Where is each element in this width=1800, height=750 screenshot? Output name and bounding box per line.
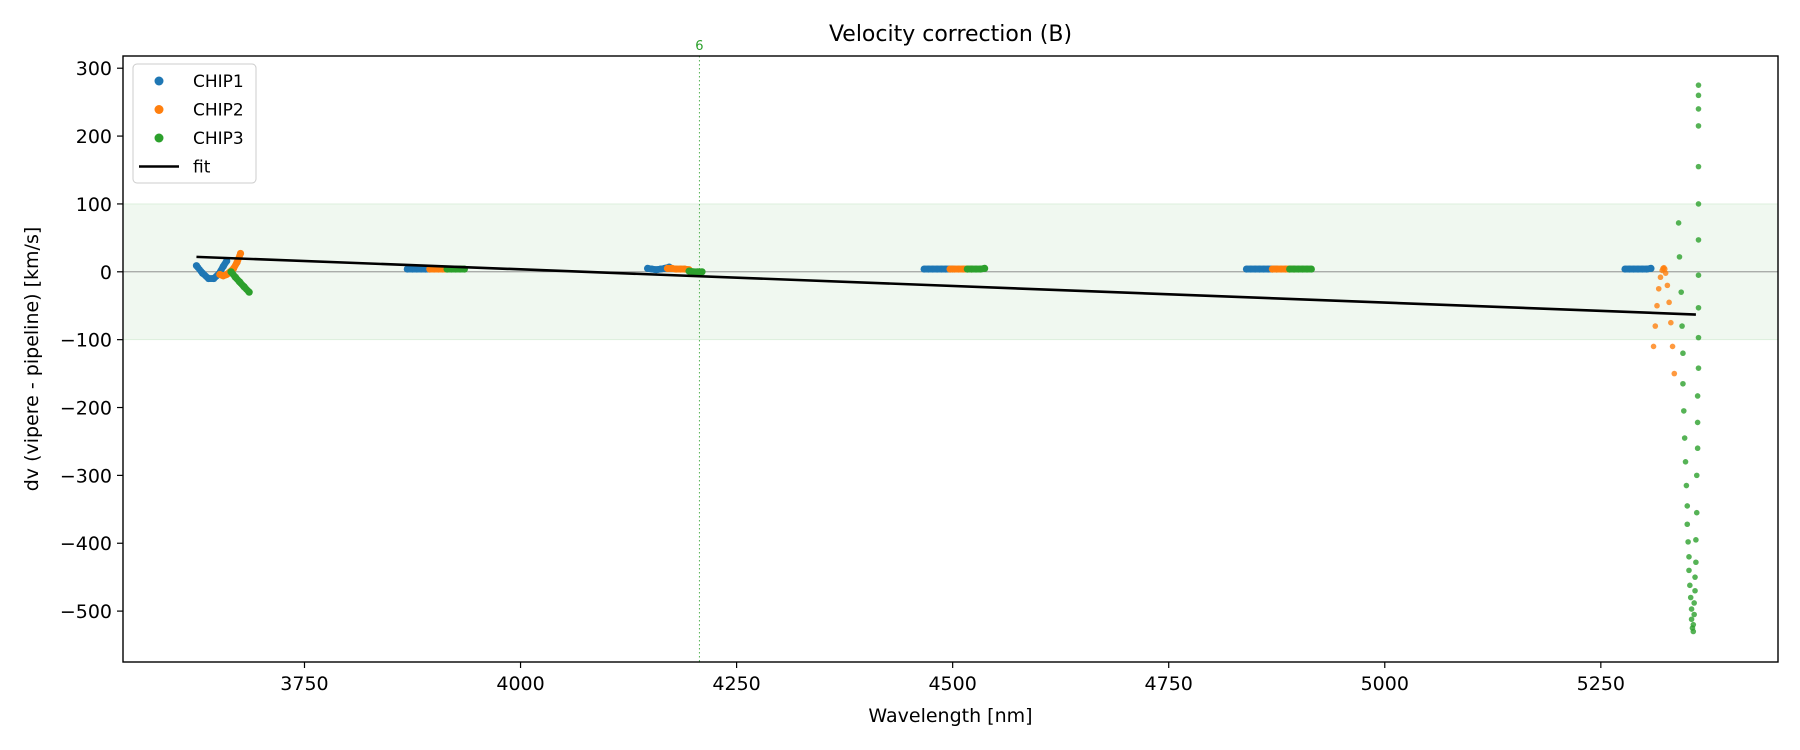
vline-label: 6 [695,39,703,54]
legend-box [132,63,257,184]
data-point-chip2 [1657,274,1664,281]
y-tick-label: −500 [60,601,112,623]
x-tick-label: 4000 [496,673,544,695]
data-point-chip2 [1669,343,1676,350]
data-point-chip2 [1662,270,1669,276]
x-axis-title: Wavelength [nm] [868,705,1032,727]
data-point-chip3 [1306,265,1314,273]
x-tick-label: 5000 [1361,673,1409,695]
data-point-chip3 [1695,365,1702,371]
data-point-chip3 [1694,419,1701,426]
data-point-chip3 [1694,445,1701,452]
data-point-chip3 [1680,408,1687,414]
data-point-chip3 [1695,201,1702,207]
data-point-chip2 [1664,282,1671,289]
data-point-chip3 [1683,482,1690,489]
data-point-chip3 [1695,82,1702,88]
data-point-chip3 [1695,106,1702,112]
legend-label: CHIP3 [193,129,244,149]
data-point-chip3 [1678,289,1685,295]
data-point-chip3 [1686,567,1692,574]
data-point-chip2 [1655,285,1662,292]
data-point-chip3 [1686,554,1692,560]
y-axis-title: dv (vipere - pipeline) [km/s] [21,227,43,492]
data-point-chip3 [1693,537,1699,543]
legend-entry-chip3: CHIP3 [154,129,244,149]
data-point-chip3 [1690,621,1697,628]
data-point-chip3 [1687,594,1694,601]
y-tick-label: −100 [60,330,112,352]
legend-entry-fit: fit [139,158,211,178]
y-tick-label: 300 [76,58,112,80]
data-point-chip2 [1666,299,1672,306]
legend-label: CHIP2 [193,101,244,121]
data-point-chip3 [1695,163,1702,170]
data-point-chip3 [1680,350,1686,357]
data-point-chip3 [1681,435,1688,441]
data-point-chip3 [1675,220,1682,226]
series-chip3 [227,82,1702,635]
data-point-chip3 [1691,600,1697,606]
fit-line [196,255,1696,316]
data-point-chip3 [1695,123,1702,129]
data-point-chip3 [1679,323,1685,329]
data-point-chip3 [1693,472,1700,479]
data-point-chip1 [222,258,230,266]
data-point-chip3 [244,287,252,295]
legend: CHIP1 CHIP2 CHIP3 fit [132,63,257,184]
data-point-chip1 [1646,265,1654,272]
data-point-chip3 [1682,459,1689,465]
data-point-chip3 [1695,272,1702,278]
y-tick-label: −200 [60,398,112,420]
data-point-chip3 [1693,559,1699,566]
data-point-chip3 [1695,237,1702,243]
legend-swatch-dot [154,105,164,114]
x-tick-label: 4250 [712,673,760,695]
legend-label: CHIP1 [193,72,244,92]
y-tick-label: 100 [76,194,112,216]
data-point-chip3 [980,265,987,272]
legend-swatch-dot [154,133,164,143]
data-point-chip3 [1693,509,1700,516]
legend-swatch-dot [154,76,164,86]
x-tick-label: 4500 [928,673,976,695]
y-tick-label: −300 [60,465,112,487]
data-point-chip3 [697,268,705,276]
plot-frame [122,55,1779,663]
legend-entry-chip1: CHIP1 [154,72,244,92]
data-point-chip3 [1684,521,1691,528]
data-point-chip3 [1688,606,1695,612]
data-point-chip3 [1691,611,1697,618]
data-point-chip3 [1688,616,1695,623]
legend-label: fit [193,158,211,178]
x-tick-label: 5250 [1577,673,1625,695]
y-tick-label: 200 [76,126,112,148]
data-point-chip2 [1668,319,1674,326]
data-point-chip3 [1692,574,1698,580]
data-point-chip2 [1650,343,1657,350]
x-tick-label: 3750 [280,673,328,695]
y-tick-label: −400 [60,533,112,555]
data-point-chip3 [1685,539,1691,545]
chart-title: Velocity correction (B) [829,22,1072,47]
data-point-chip2 [1654,302,1660,309]
data-point-chip3 [1687,582,1693,589]
data-point-chip3 [1676,254,1683,260]
data-point-chip2 [1652,323,1659,329]
data-point-chip3 [1694,393,1701,399]
data-point-chip3 [1690,628,1697,635]
data-point-chip3 [1684,503,1691,509]
data-point-chip3 [1695,92,1702,99]
y-tick-label: 0 [100,262,112,284]
data-point-chip3 [1680,380,1686,387]
data-point-chip2 [1671,370,1678,377]
data-point-chip3 [1695,334,1702,341]
data-point-chip3 [1695,304,1702,311]
x-tick-label: 4750 [1145,673,1193,695]
data-point-chip3 [1692,587,1698,594]
legend-entry-chip2: CHIP2 [154,101,244,121]
